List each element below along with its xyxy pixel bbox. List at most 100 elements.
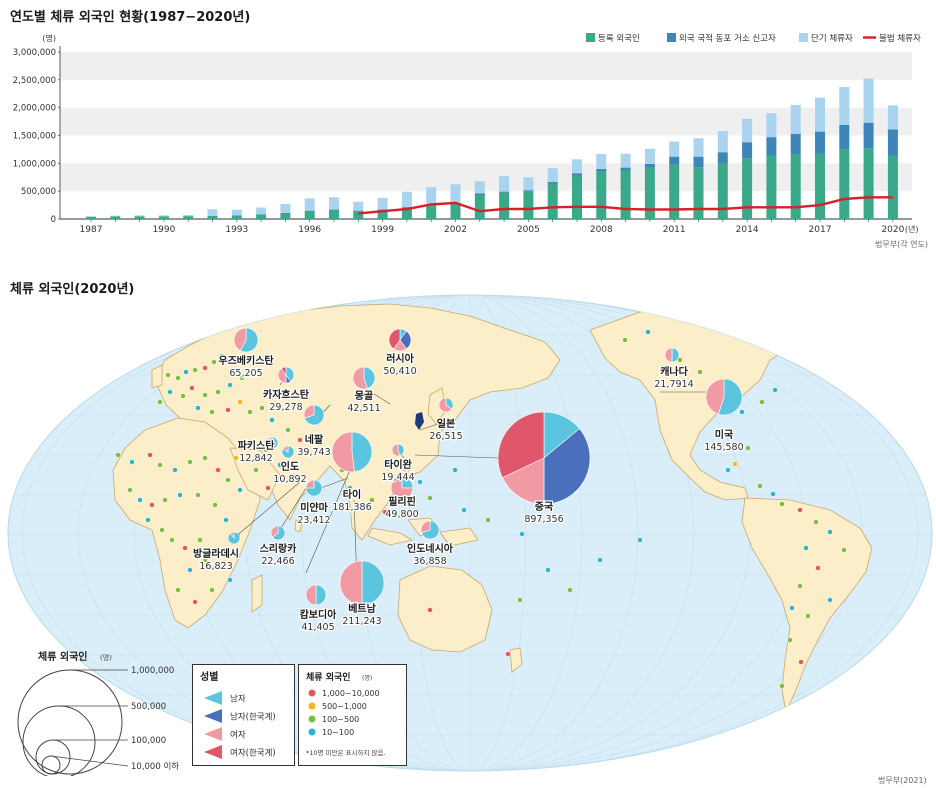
country-dot — [597, 557, 603, 563]
country-dot — [517, 597, 523, 603]
x-tick-label: 1996 — [298, 225, 321, 235]
bar-segment — [401, 191, 412, 207]
country-dot — [815, 565, 821, 571]
bar-segment — [329, 197, 339, 210]
country-dot — [147, 452, 153, 458]
country-name: 인도 — [281, 460, 299, 473]
country-dot — [182, 545, 188, 551]
pie-slice — [277, 368, 287, 384]
gender-label: 여자 — [230, 730, 246, 741]
country-dot — [192, 367, 198, 373]
country-name: 필리핀 — [388, 495, 416, 508]
country-dot — [369, 497, 375, 503]
pie-slice — [339, 560, 363, 606]
gender-swatch — [204, 745, 222, 759]
dot-legend: 체류 외국인 (명) 1,000~10,000 500~1,000 100~500 1… — [298, 664, 407, 766]
country-dot — [461, 507, 467, 513]
bar-segment — [717, 131, 728, 153]
bar-segment — [693, 167, 704, 219]
bar-segment — [815, 153, 825, 219]
pie-slice — [303, 404, 315, 419]
country-dot — [827, 529, 833, 535]
bar-segment — [499, 191, 510, 193]
bar-segment — [620, 153, 631, 168]
bar-segment — [547, 182, 558, 184]
country-dot — [269, 417, 275, 423]
land-shape — [427, 387, 447, 425]
country-dot — [622, 337, 628, 343]
legend-label: 불법 체류자 — [879, 33, 921, 44]
country-dot — [215, 467, 221, 473]
country-dot — [739, 409, 745, 415]
legend-label: 외국 국적 동포 거소 신고자 — [679, 33, 776, 44]
bar-segment — [644, 167, 655, 219]
country-dot — [779, 501, 785, 507]
dot-label: 100~500 — [322, 715, 359, 724]
country-dot — [137, 497, 143, 503]
country-dot — [175, 587, 181, 593]
land-shape — [109, 337, 131, 351]
country-dot — [202, 365, 208, 371]
country-dot — [159, 527, 165, 533]
country-dot — [677, 357, 683, 363]
pie-slice — [331, 431, 355, 473]
country-dot — [485, 517, 491, 523]
bar-segment — [134, 216, 145, 219]
x-tick-label: 2002 — [444, 225, 467, 235]
dot-swatch — [308, 689, 316, 697]
bar-segment — [766, 155, 777, 219]
bar-segment — [134, 215, 145, 217]
bar-segment — [790, 154, 801, 219]
bar-segment — [377, 209, 388, 219]
bar-segment — [863, 122, 874, 149]
bar-segment — [644, 163, 655, 168]
bar-segment — [426, 187, 437, 206]
country-dot — [233, 455, 239, 461]
dot-label: 1,000~10,000 — [322, 689, 380, 698]
country-dot — [813, 519, 819, 525]
land-shape — [397, 565, 493, 653]
size-legend-unit: (명) — [100, 653, 112, 662]
country-dot — [645, 329, 651, 335]
bar-segment — [450, 184, 461, 204]
country-name: 우즈베키스탄 — [218, 354, 274, 367]
country-dot — [162, 497, 168, 503]
bar-segment — [693, 138, 704, 157]
legend-swatch — [799, 33, 808, 42]
country-dot — [165, 372, 171, 378]
bar-segment — [887, 129, 898, 156]
country-dot — [263, 447, 269, 453]
country-dot — [189, 385, 195, 391]
chart-title: 연도별 체류 외국인 현황(1987−2020년) — [10, 10, 251, 25]
bar-segment — [280, 203, 291, 213]
pie-slice — [305, 479, 323, 497]
bar-segment — [863, 78, 874, 123]
country-name: 미국 — [715, 428, 733, 441]
country-value: 16,823 — [199, 561, 232, 572]
pie-slice — [265, 436, 279, 450]
size-level-2: 100,000 — [131, 736, 166, 746]
country-value: 49,800 — [385, 509, 418, 520]
dot-swatch — [308, 702, 316, 710]
gender-legend-title: 성별 — [200, 670, 218, 683]
pie-slice — [420, 520, 431, 534]
country-dot — [202, 455, 208, 461]
country-value: 10,892 — [273, 474, 306, 485]
korea-marker — [415, 412, 424, 430]
size-legend: 체류 외국인 (명) 1,000,000 500,000 100,000 10,… — [17, 650, 179, 776]
leader-line — [233, 481, 301, 539]
country-value: 22,466 — [261, 556, 294, 567]
bar-segment — [523, 191, 534, 219]
pie-slice — [438, 397, 453, 413]
country-value: 181,386 — [332, 502, 371, 513]
country-dot — [169, 537, 175, 543]
bar-segment — [231, 209, 242, 216]
country-dot — [787, 637, 793, 643]
bar-segment — [815, 131, 825, 154]
land-shape — [402, 459, 411, 473]
country-value: 39,743 — [297, 447, 330, 458]
country-dot — [745, 445, 751, 451]
bar-segment — [669, 156, 680, 165]
pie-slice — [352, 366, 368, 390]
bar-segment — [256, 214, 267, 219]
